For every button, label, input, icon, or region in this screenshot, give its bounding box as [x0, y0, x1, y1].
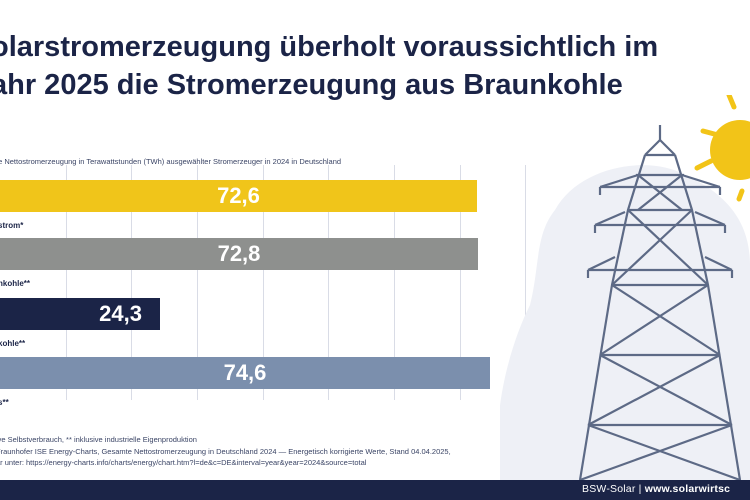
- category-label: strom*: [0, 221, 24, 230]
- gridline: [197, 165, 198, 400]
- gridline: [263, 165, 264, 400]
- bar-value-label: 72,6: [217, 183, 260, 208]
- category-label: kohle**: [0, 339, 26, 348]
- bar-value-label: 24,3: [99, 301, 142, 326]
- footer-brand: BSW-Solar: [582, 483, 636, 495]
- sun-icon: [694, 92, 750, 202]
- bar: 72,6: [0, 180, 477, 212]
- footnote-link[interactable]: ar unter: https://energy-charts.info/cha…: [0, 458, 367, 467]
- chart-title: olarstromerzeugung überholt voraussichtl…: [0, 28, 740, 104]
- gridline: [328, 165, 329, 400]
- chart-subtitle: te Nettostromerzeugung in Terawattstunde…: [0, 157, 342, 166]
- footer-bar: [0, 480, 750, 500]
- footer-separator: |: [635, 483, 645, 495]
- footer-url[interactable]: www.solarwirtsc: [644, 483, 731, 495]
- category-label: nkohle**: [0, 279, 31, 288]
- footnote-source: Fraunhofer ISE Energy-Charts, Gesamte Ne…: [0, 446, 451, 456]
- power-pylon-icon: [578, 125, 742, 482]
- bar: 24,3: [0, 298, 160, 330]
- bar-value-label: 74,6: [223, 360, 267, 385]
- bar: 72,8: [0, 238, 478, 270]
- illustration: [497, 92, 750, 482]
- bar-chart: 72,6 strom* 72,8 nkohle** 24,3 kohle** 74,6 s**: [0, 165, 526, 407]
- footnotes: ive Selbstverbrauch, ** inklusive indust…: [0, 434, 506, 469]
- gridline: [525, 165, 526, 400]
- gridline: [66, 165, 67, 400]
- title-line-1: olarstromerzeugung überholt voraussichtl…: [0, 31, 659, 63]
- category-label: s**: [0, 398, 9, 407]
- footer: BSW-Solar | www.solarwirtsc: [582, 483, 730, 495]
- gridline: [460, 165, 461, 400]
- gridline: [131, 165, 132, 400]
- footnote-definitions: ive Selbstverbrauch, ** inklusive indust…: [0, 435, 197, 444]
- bar: 74,6: [0, 357, 490, 389]
- gridline: [394, 165, 395, 400]
- bar-value-label: 72,8: [217, 241, 261, 266]
- title-line-2: ahr 2025 die Stromerzeugung aus Braunkoh…: [0, 69, 623, 101]
